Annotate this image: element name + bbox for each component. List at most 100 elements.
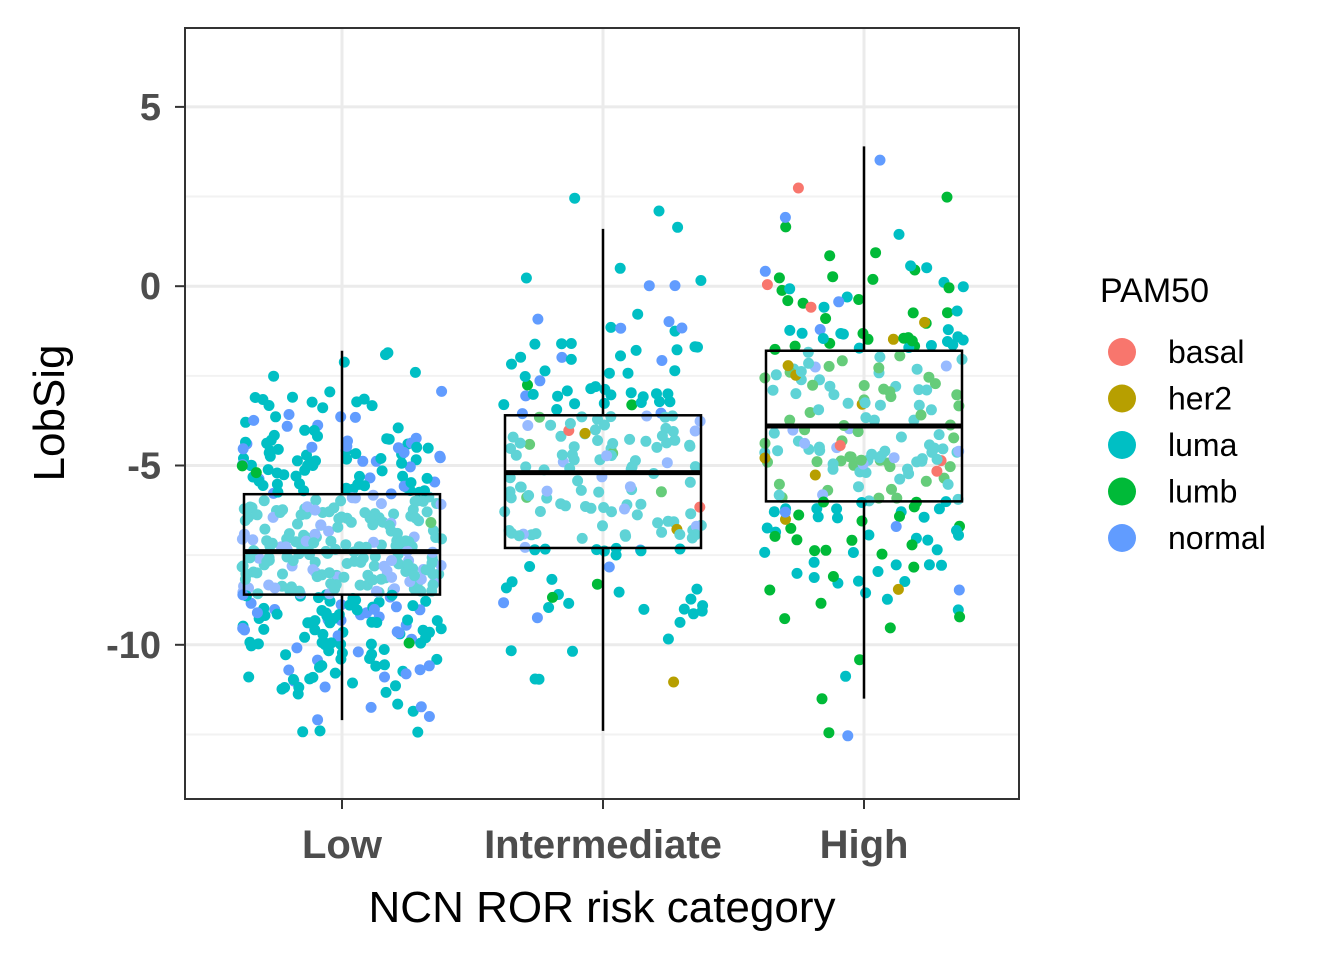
legend-label-normal: normal [1168,520,1266,556]
data-point-luma [911,363,923,375]
data-point-normal [335,411,347,423]
data-point-luma [640,435,652,447]
data-point-luma [376,465,388,477]
data-point-luma [936,559,947,571]
data-point-luma [572,475,584,487]
y-tick-label: 5 [140,87,161,129]
data-point-luma [552,390,564,402]
data-point-luma [551,404,563,415]
data-point-luma [529,338,541,350]
data-point-luma [392,422,404,434]
data-point-luma [351,604,363,616]
data-point-luma [527,388,539,400]
data-point-lumb [852,426,864,438]
x-tick-label: High [820,823,909,867]
data-point-luma [284,584,296,596]
data-point-luma [684,440,696,452]
box-iqr [503,414,703,550]
data-point-luma [824,380,836,392]
data-point-lumb [920,475,932,487]
data-point-normal [663,316,675,328]
data-point-luma [842,397,854,409]
data-point-normal [661,457,673,469]
y-tick-label: -10 [106,625,161,667]
data-point-luma [431,653,443,665]
data-point-lumb [791,534,803,546]
data-point-luma [569,192,581,204]
data-point-normal [940,360,952,372]
data-point-luma [635,397,647,408]
data-point-luma [925,340,937,351]
data-point-lumb [820,313,832,324]
data-point-her2 [809,469,821,481]
data-point-luma [546,573,558,585]
data-point-luma [366,400,378,412]
data-point-lumb [547,591,558,603]
data-point-luma [568,441,580,453]
data-point-normal [400,668,412,680]
data-point-luma [868,414,880,426]
data-point-luma [656,526,668,538]
data-point-luma [957,334,969,346]
data-point-luma [420,595,432,607]
data-point-luma [329,583,341,595]
data-point-normal [378,560,390,572]
x-tick-label: Intermediate [484,823,722,867]
data-point-luma [380,686,392,698]
data-point-normal [309,528,321,540]
data-point-luma [239,573,251,585]
data-point-luma [514,437,526,449]
data-point-luma [287,674,299,685]
data-point-luma [264,445,276,457]
data-point-luma [411,495,423,507]
data-point-normal [603,561,615,573]
data-point-lumb [403,637,415,649]
data-point-luma [942,478,954,490]
data-point-lumb [250,467,262,479]
data-point-luma [654,396,665,408]
data-point-luma [268,370,280,382]
data-point-luma [614,262,626,274]
data-point-luma [397,470,409,482]
data-point-luma [407,705,419,717]
data-point-luma [335,638,347,650]
data-point-luma [796,327,808,339]
data-point-luma [510,449,522,461]
data-point-lumb [823,727,835,739]
data-point-luma [635,498,647,510]
data-point-normal [239,624,250,636]
data-point-luma [378,644,390,655]
data-point-luma [357,552,369,564]
data-point-luma [299,424,311,436]
data-point-luma [338,356,350,368]
data-point-luma [421,472,433,484]
data-point-luma [656,430,668,442]
data-point-luma [317,402,329,414]
data-point-luma [278,469,290,481]
data-point-luma [388,508,400,520]
data-point-normal [283,664,295,676]
data-point-luma [340,539,352,551]
data-point-luma [354,579,366,591]
y-tick-label: -5 [127,445,161,487]
data-point-luma [685,508,697,520]
data-point-normal [349,411,361,423]
data-point-luma [770,369,782,381]
data-point-luma [506,576,518,588]
data-point-luma [520,272,532,284]
data-point-basal [792,182,804,194]
data-point-lumb [824,250,836,262]
box-plots [242,146,964,731]
data-point-lumb [942,307,953,319]
data-point-normal [656,355,668,366]
data-point-lumb [815,597,827,609]
data-point-luma [605,411,617,423]
legend-label-luma: luma [1168,427,1238,463]
data-point-luma [818,301,830,313]
data-point-luma [795,366,807,377]
data-point-luma [302,460,314,471]
data-point-normal [386,571,398,583]
legend-label-her2: her2 [1168,381,1232,417]
data-point-luma [368,560,380,572]
legend-label-basal: basal [1168,334,1245,370]
